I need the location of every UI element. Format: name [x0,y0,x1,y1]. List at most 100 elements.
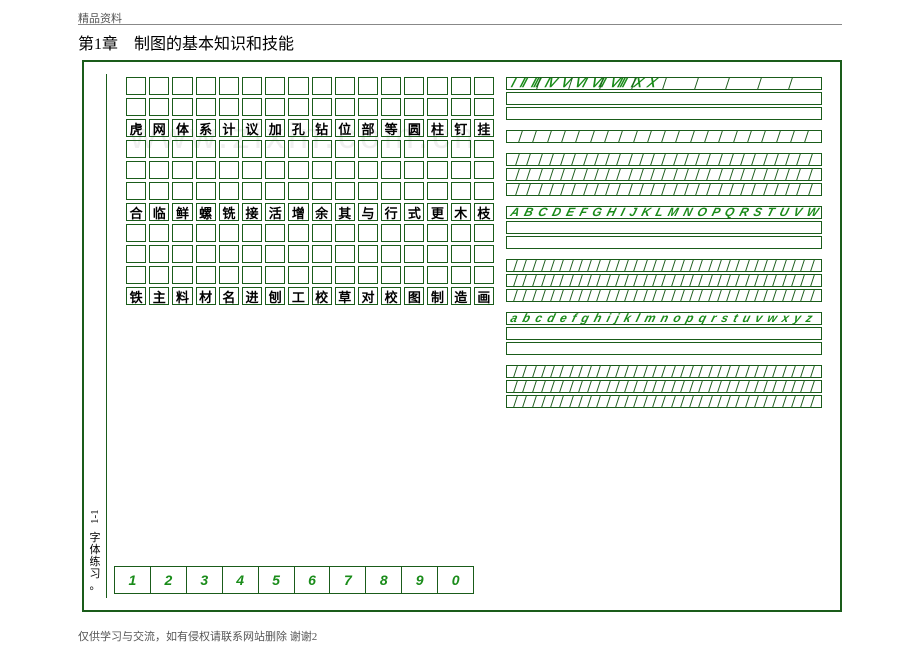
grid-cell [358,266,378,284]
grid-cell: 行 [381,203,401,221]
grid-cell: 造 [451,287,471,305]
grid-cell [265,140,285,158]
grid-cell: 挂 [474,119,494,137]
grid-row: 铁主料材名进刨工校草对校图制造画 [126,287,494,305]
footer-text: 仅供学习与交流，如有侵权请联系网站删除 谢谢2 [78,628,317,644]
grid-cell [427,161,447,179]
grid-cell [172,98,192,116]
grid-cell [219,161,239,179]
grid-cell: 更 [427,203,447,221]
grid-cell [242,161,262,179]
grid-cell [196,140,216,158]
grid-cell [312,140,332,158]
grid-cell [288,224,308,242]
grid-cell [404,224,424,242]
grid-cell [451,182,471,200]
grid-cell [474,182,494,200]
grid-row [126,161,494,179]
grid-cell [404,161,424,179]
grid-cell: 枝 [474,203,494,221]
grid-cell [288,77,308,95]
section-vertical-label: 1-1字体练习。 [88,503,102,592]
grid-cell [404,182,424,200]
grid-row: 合临鲜螺铣接活增余其与行式更木枝 [126,203,494,221]
grid-cell: 刨 [265,287,285,305]
grid-cell: 名 [219,287,239,305]
grid-cell [126,98,146,116]
grid-cell: 等 [381,119,401,137]
grid-cell: 孔 [288,119,308,137]
grid-cell: 材 [196,287,216,305]
grid-cell [172,182,192,200]
grid-row [126,140,494,158]
grid-cell [265,77,285,95]
practice-band-blank [506,395,822,408]
grid-cell [474,245,494,263]
grid-cell [358,224,378,242]
grid-cell [219,98,239,116]
grid-cell [358,140,378,158]
grid-cell: 式 [404,203,424,221]
band-text: A B C D E F G H I J K L M N O P Q R S T … [509,206,822,219]
grid-cell: 铁 [126,287,146,305]
practice-band [506,130,822,143]
grid-cell [312,161,332,179]
grid-cell [335,140,355,158]
band-group [506,153,822,196]
grid-cell [288,182,308,200]
grid-cell [312,266,332,284]
practice-band-blank [506,183,822,196]
grid-cell [312,182,332,200]
grid-cell [265,161,285,179]
grid-cell [288,266,308,284]
grid-cell: 增 [288,203,308,221]
grid-cell: 余 [312,203,332,221]
band-group [506,365,822,408]
grid-cell [196,182,216,200]
number-cell: 6 [295,567,331,593]
character-practice-grid: 虎网体系计议加孔钻位部等圆柱钉挂合临鲜螺铣接活增余其与行式更木枝铁主料材名进刨工… [126,77,494,308]
grid-cell [358,77,378,95]
grid-cell [474,161,494,179]
grid-cell [358,98,378,116]
grid-row [126,245,494,263]
grid-cell [335,266,355,284]
grid-cell [404,266,424,284]
grid-cell [312,98,332,116]
grid-cell: 工 [288,287,308,305]
grid-cell [196,161,216,179]
grid-cell [381,98,401,116]
practice-band [506,365,822,378]
grid-cell [381,77,401,95]
grid-cell [126,224,146,242]
grid-cell [196,77,216,95]
grid-cell [172,140,192,158]
practice-band-blank [506,380,822,393]
grid-cell [335,224,355,242]
grid-cell: 临 [149,203,169,221]
practice-band: a b c d e f g h i j k l m n o p q r s t … [506,312,822,325]
grid-cell [219,140,239,158]
line-practice-area: Ⅰ Ⅱ Ⅲ Ⅳ Ⅴ Ⅵ Ⅶ Ⅷ Ⅸ ⅩA B C D E F G H I J K… [506,77,822,550]
number-cell: 9 [402,567,438,593]
grid-cell [451,140,471,158]
number-cell: 7 [330,567,366,593]
grid-cell: 铣 [219,203,239,221]
grid-cell [288,140,308,158]
grid-row [126,77,494,95]
grid-cell [149,245,169,263]
grid-cell [219,245,239,263]
practice-band-blank [506,107,822,120]
grid-cell: 对 [358,287,378,305]
grid-cell [149,182,169,200]
grid-cell [126,77,146,95]
grid-cell: 部 [358,119,378,137]
grid-cell [126,266,146,284]
grid-cell [265,224,285,242]
practice-band-blank [506,327,822,340]
grid-cell [172,266,192,284]
grid-cell [126,182,146,200]
grid-cell: 鲜 [172,203,192,221]
grid-cell [149,224,169,242]
band-group: a b c d e f g h i j k l m n o p q r s t … [506,312,822,355]
